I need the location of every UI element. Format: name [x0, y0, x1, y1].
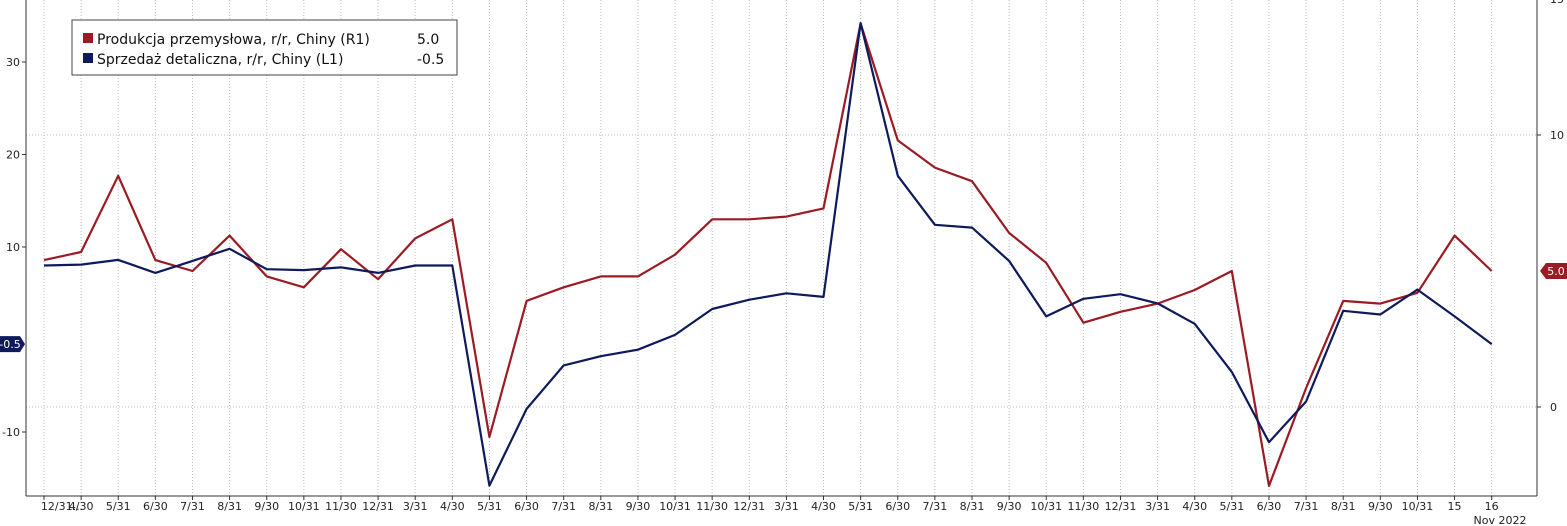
left-tick-label: 30 [6, 56, 20, 69]
x-tick-label: 9/30 [997, 500, 1022, 513]
x-tick-label: 4/30 [1182, 500, 1207, 513]
legend: Produkcja przemysłowa, r/r, Chiny (R1) 5… [71, 19, 458, 76]
series-lines [43, 22, 1493, 487]
x-tick-label: 7/31 [551, 500, 576, 513]
right-tick-label: 10 [1550, 129, 1564, 142]
x-tick-label: 9/30 [254, 500, 279, 513]
retail-last-value-badge-text: -0.5 [0, 338, 21, 351]
x-tick-label: 6/30 [514, 500, 539, 513]
x-tick-label: 11/30 [1068, 500, 1100, 513]
right-tick-label: 0 [1550, 401, 1557, 414]
x-tick-label: 9/30 [1368, 500, 1393, 513]
legend-swatch-retail [83, 53, 93, 63]
x-tick-label: 3/31 [1145, 500, 1170, 513]
x-tick-label: 10/31 [1402, 500, 1434, 513]
x-tick-label: 4/30 [811, 500, 836, 513]
x-tick-label: 5/31 [477, 500, 502, 513]
x-tick-label: 5/31 [848, 500, 873, 513]
x-tick-label: 12/31... [41, 500, 83, 513]
plot-background [26, 0, 1537, 496]
legend-swatch-production [83, 33, 93, 43]
x-tick-label: 8/31 [960, 500, 985, 513]
value-badges: 5.0 -0.5 [0, 263, 1567, 353]
x-tick-label: 10/31 [1030, 500, 1062, 513]
x-tick-label: 4/30 [440, 500, 465, 513]
x-tick-label: 8/31 [1331, 500, 1356, 513]
production-series-line [43, 22, 1493, 487]
x-tick-label: 7/31 [923, 500, 948, 513]
x-tick-label: 15 [1448, 500, 1462, 513]
x-tick-label: 8/31 [217, 500, 242, 513]
right-tick-label: 15 [1550, 0, 1564, 6]
x-tick-label: 16 [1485, 500, 1499, 513]
production-last-value-badge-text: 5.0 [1547, 265, 1565, 278]
x-tick-label: 6/30 [1257, 500, 1282, 513]
x-tick-label: 11/30 [696, 500, 728, 513]
retail-series-line [43, 22, 1493, 487]
legend-value-retail: -0.5 [417, 52, 444, 68]
x-tick-label: 12/31 [362, 500, 394, 513]
x-tick-label: 11/30 [325, 500, 357, 513]
x-tick-label: 6/30 [885, 500, 910, 513]
x-tick-label: 9/30 [626, 500, 651, 513]
legend-value-production: 5.0 [417, 32, 439, 48]
left-tick-label: -10 [2, 426, 20, 439]
x-tick-label: 3/31 [403, 500, 428, 513]
x-tick-label: 12/31 [1105, 500, 1137, 513]
x-tick-label: 7/31 [180, 500, 205, 513]
x-tick-label: 8/31 [588, 500, 613, 513]
x-sub-label: Nov 2022 [1474, 514, 1527, 526]
x-tick-label: 3/31 [774, 500, 799, 513]
left-tick-label: 10 [6, 241, 20, 254]
x-tick-label: 5/31 [106, 500, 131, 513]
x-tick-label: 5/31 [1219, 500, 1244, 513]
x-tick-label: 10/31 [659, 500, 691, 513]
legend-label-production: Produkcja przemysłowa, r/r, Chiny (R1) [97, 32, 370, 48]
x-tick-label: 10/31 [288, 500, 320, 513]
legend-box [71, 19, 458, 76]
x-tick-label: 7/31 [1294, 500, 1319, 513]
production-last-value-badge [1540, 263, 1567, 279]
left-tick-label: 20 [6, 149, 20, 162]
x-tick-label: 12/31 [733, 500, 765, 513]
retail-last-value-badge [0, 336, 25, 353]
x-tick-label: 6/30 [143, 500, 168, 513]
x-tick-label: 4/30 [69, 500, 94, 513]
legend-label-retail: Sprzedaż detaliczna, r/r, Chiny (L1) [97, 52, 343, 68]
